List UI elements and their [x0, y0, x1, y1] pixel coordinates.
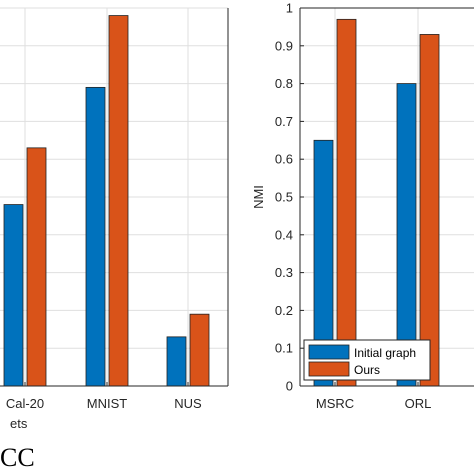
legend-swatch-initial-graph — [308, 344, 350, 360]
legend-label-ours: Ours — [354, 363, 380, 377]
right-y-tick-label: 0.5 — [275, 190, 293, 205]
left-x-tick-label: MNIST — [87, 396, 128, 411]
bar-mnist-ours — [108, 15, 129, 387]
right-bars — [313, 18, 440, 387]
right-y-tick-label: 0.2 — [275, 303, 293, 318]
right-y-tick-label: 0.1 — [275, 341, 293, 356]
right-y-tick-label: 0.8 — [275, 76, 293, 91]
right-y-tick-label: 0 — [286, 379, 293, 394]
right-y-tick-label: 0.9 — [275, 38, 293, 53]
left-x-tick-label: Cal-20 — [6, 396, 44, 411]
right-y-ticks: 0 0.1 0.2 0.3 0.4 0.5 0.6 0.7 0.8 0.9 1 — [275, 1, 304, 394]
right-y-tick-label: 0.7 — [275, 114, 293, 129]
right-y-tick-label: 1 — [286, 1, 293, 16]
right-x-tick-label: MSRC — [316, 396, 354, 411]
figure-caption: CC — [0, 443, 35, 472]
bar-mnist-initial-graph — [85, 86, 106, 387]
right-x-ticks: MSRC ORL — [316, 382, 432, 411]
right-y-axis-label: NMI — [251, 185, 266, 209]
bar-nus-initial-graph — [166, 336, 187, 387]
bar-msrc-ours — [336, 18, 357, 387]
bar-cal-20-initial-graph — [3, 204, 24, 387]
left-x-tick-label: NUS — [174, 396, 202, 411]
bar-orl-ours — [419, 34, 440, 387]
legend-label-initial-graph: Initial graph — [354, 346, 416, 360]
bar-nus-ours — [189, 313, 210, 387]
right-chart: 0 0.1 0.2 0.3 0.4 0.5 0.6 0.7 0.8 0.9 1 MSRC ORL NM… — [251, 1, 474, 411]
legend-swatch-ours — [308, 361, 350, 377]
left-x-ticks: Cal-20 MNIST NUS — [6, 382, 202, 411]
left-chart: Cal-20 MNIST NUS ets — [0, 7, 229, 431]
right-y-tick-label: 0.6 — [275, 152, 293, 167]
right-y-tick-label: 0.3 — [275, 265, 293, 280]
legend: Initial graph Ours — [303, 339, 431, 381]
bar-cal-20-ours — [26, 147, 47, 387]
left-x-axis-label: ets — [10, 416, 28, 431]
right-y-tick-label: 0.4 — [275, 227, 293, 242]
right-x-tick-label: ORL — [405, 396, 432, 411]
